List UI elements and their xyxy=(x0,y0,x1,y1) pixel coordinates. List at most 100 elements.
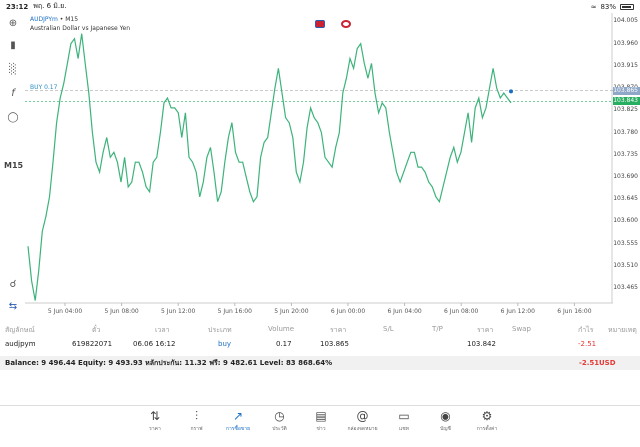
nav-item-news[interactable]: ▤ ข่าว xyxy=(301,409,341,433)
status-bar: 23:12 พฤ. 6 มิ.ย. ≈ 83% xyxy=(0,0,640,13)
cell-symbol: audjpym xyxy=(5,340,36,348)
time-tick-label: 6 Jun 16:00 xyxy=(557,308,591,315)
summary-text: Balance: 9 496.44 Equity: 9 493.93 หลักป… xyxy=(5,358,333,367)
trade-icon: ↗ xyxy=(232,409,244,423)
price-tick-label: 103.645 xyxy=(613,195,638,203)
column-header: สัญลักษณ์ xyxy=(5,326,35,334)
zoom-icon[interactable]: ☌ xyxy=(9,279,17,290)
chart-icon: ⫶ xyxy=(194,409,198,423)
summary-profit: -2.51 xyxy=(579,359,600,367)
candlestick-icon[interactable]: ▮ xyxy=(10,40,16,51)
summary-currency: USD xyxy=(599,359,616,367)
crosshair-icon[interactable]: ⊕ xyxy=(8,18,18,29)
nav-item-account[interactable]: ◉ บัญชี xyxy=(426,409,466,433)
bid-price-tag: 103.843 xyxy=(613,97,640,106)
column-header: ประเภท xyxy=(208,326,232,334)
cell-ticket: 619822071 xyxy=(72,340,113,348)
bottom-navigation: ⇅ ราคา ⫶ กราฟ ↗ การซื้อขาย ◷ ประวัติ ▤ ข่าว @ กล่อง… xyxy=(0,405,640,447)
price-series-line xyxy=(27,33,512,301)
nav-label: กล่องจดหมาย xyxy=(347,426,378,432)
settings-icon: ⚙ xyxy=(481,409,493,423)
cell-type: buy xyxy=(218,340,232,348)
price-tick-label: 103.600 xyxy=(613,217,638,225)
one-click-trading-icon[interactable]: ⇆ xyxy=(8,301,18,312)
chart-symbol: AUDJPYm xyxy=(30,16,58,23)
bar-chart-icon[interactable]: ░ xyxy=(9,64,17,75)
nav-label: กราฟ xyxy=(190,426,203,432)
price-tick-label: 103.555 xyxy=(613,239,638,247)
time-tick-label: 5 Jun 20:00 xyxy=(274,308,308,315)
chart-description: Australian Dollar vs Japanese Yen xyxy=(30,25,131,32)
time-tick-label: 6 Jun 12:00 xyxy=(501,308,535,315)
nav-item-trade[interactable]: ↗ การซื้อขาย xyxy=(218,409,258,433)
battery-icon xyxy=(620,3,634,10)
nav-label: บัญชี xyxy=(440,426,451,432)
price-tick-label: 103.465 xyxy=(613,284,638,292)
cell-profit: -2.51 xyxy=(578,340,597,348)
mailbox-icon: @ xyxy=(356,409,369,423)
status-date: พฤ. 6 มิ.ย. xyxy=(33,2,67,10)
column-header: ตั๋ว xyxy=(92,326,101,334)
time-tick-label: 5 Jun 16:00 xyxy=(218,308,252,315)
nav-label: แชท xyxy=(399,426,409,432)
nav-item-chat[interactable]: ▭ แชท xyxy=(384,409,424,433)
column-header: Swap xyxy=(512,325,531,333)
positions-header: สัญลักษณ์ ตั๋ว เวลา ประเภท Volume ราคา S/L T/P ร… xyxy=(0,322,640,335)
price-axis: 104.005103.960103.915103.870103.825103.7… xyxy=(613,13,640,316)
timeframe-button[interactable]: M15 xyxy=(4,161,24,170)
nav-label: การซื้อขาย xyxy=(225,426,251,432)
cell-open-price: 103.865 xyxy=(320,340,349,348)
price-tick-label: 103.690 xyxy=(613,173,638,181)
column-header: หมายเหตุ xyxy=(608,326,637,334)
time-tick-label: 6 Jun 00:00 xyxy=(331,308,365,315)
account-icon: ◉ xyxy=(440,409,451,423)
chart-svg: 5 Jun 04:00 5 Jun 08:00 5 Jun 12:00 5 Jun 1… xyxy=(25,13,613,315)
price-tick-label: 103.960 xyxy=(613,39,638,47)
column-header: Volume xyxy=(268,325,295,333)
cell-volume: 0.17 xyxy=(276,340,292,348)
battery-percent: 83% xyxy=(600,2,616,11)
price-tick-label: 104.005 xyxy=(613,17,638,25)
table-row[interactable]: audjpym 619822071 06.06 16:12 buy 0.17 103.86… xyxy=(0,337,640,350)
positions-panel: สัญลักษณ์ ตั๋ว เวลา ประเภท Volume ราคา S/L T/P ร… xyxy=(0,322,640,350)
column-header: ราคา xyxy=(477,326,494,334)
time-tick-label: 6 Jun 08:00 xyxy=(444,308,478,315)
chart-timeframe: M15 xyxy=(65,16,79,23)
wifi-icon: ≈ xyxy=(590,2,597,11)
cell-current-price: 103.842 xyxy=(467,340,496,348)
chart-toolbar: ⊕ ▮ ░ f ◯ M15 ☌ ⇆ xyxy=(0,13,25,312)
function-icon[interactable]: f xyxy=(11,88,15,99)
account-summary: Balance: 9 496.44 Equity: 9 493.93 หลักป… xyxy=(0,356,640,370)
time-tick-label: 5 Jun 08:00 xyxy=(104,308,138,315)
column-header: T/P xyxy=(432,325,443,333)
chart-title: AUDJPYm • M15 Australian Dollar vs Japan… xyxy=(30,16,131,32)
nav-item-quotes[interactable]: ⇅ ราคา xyxy=(135,409,175,433)
price-tick-label: 103.825 xyxy=(613,106,638,114)
chat-icon: ▭ xyxy=(398,409,410,423)
shapes-icon[interactable]: ◯ xyxy=(7,112,19,123)
nav-label: ข่าว xyxy=(316,426,326,432)
nav-item-chart[interactable]: ⫶ กราฟ xyxy=(177,409,217,433)
entry-price-tag: 103.865 xyxy=(613,86,640,95)
buy-position-label[interactable]: BUY 0.17 xyxy=(30,84,58,91)
news-icon: ▤ xyxy=(315,409,327,423)
nav-item-mailbox[interactable]: @ กล่องจดหมาย xyxy=(343,409,383,433)
nav-item-settings[interactable]: ⚙ การตั้งค่า xyxy=(467,409,507,433)
nav-item-history[interactable]: ◷ ประวัติ xyxy=(260,409,300,433)
time-tick-label: 6 Jun 04:00 xyxy=(387,308,421,315)
time-tick-label: 5 Jun 12:00 xyxy=(161,308,195,315)
status-time: 23:12 xyxy=(6,2,29,11)
flag-icon-jp xyxy=(341,20,351,28)
last-tick-marker xyxy=(509,89,513,94)
cell-time: 06.06 16:12 xyxy=(133,340,176,348)
nav-label: ราคา xyxy=(149,426,161,432)
flag-icon-au xyxy=(315,20,325,28)
nav-label: ประวัติ xyxy=(272,426,287,432)
column-header: ราคา xyxy=(330,326,347,334)
history-icon: ◷ xyxy=(274,409,285,423)
price-chart[interactable]: 5 Jun 04:00 5 Jun 08:00 5 Jun 12:00 5 Jun 1… xyxy=(25,13,613,316)
column-header: เวลา xyxy=(155,326,170,334)
quotes-icon: ⇅ xyxy=(149,409,161,423)
nav-label: การตั้งค่า xyxy=(476,426,498,432)
price-tick-label: 103.915 xyxy=(613,61,638,69)
